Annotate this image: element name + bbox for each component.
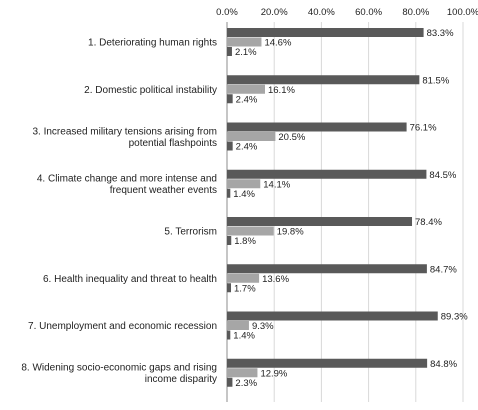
data-label: 76.1%: [410, 123, 437, 134]
category-label-line: income disparity: [145, 374, 217, 385]
bar: [227, 264, 427, 274]
x-tick-label: 0.0%: [216, 7, 238, 18]
category-label-line: 2. Domestic political instability: [84, 85, 217, 96]
data-label: 1.4%: [233, 189, 255, 200]
category-label-line: 4. Climate change and more intense and: [37, 174, 217, 185]
data-label: 2.1%: [235, 47, 257, 58]
data-label: 20.5%: [278, 132, 305, 143]
category-label: 5. Terrorism: [164, 227, 217, 238]
bar: [227, 132, 276, 141]
bar: [227, 283, 232, 293]
data-label: 12.9%: [260, 368, 287, 379]
category-label-line: 8. Widening socio-economic gaps and risi…: [21, 363, 217, 374]
bar: [227, 188, 231, 198]
bar: [227, 273, 260, 283]
bars: [227, 28, 438, 387]
data-label: 14.6%: [264, 38, 291, 49]
category-label-line: 6. Health inequality and threat to healt…: [43, 274, 217, 285]
data-label: 19.8%: [277, 227, 304, 238]
x-tick-label: 80.0%: [402, 7, 429, 18]
data-label: 9.3%: [252, 321, 274, 332]
data-label: 16.1%: [268, 85, 295, 96]
bar: [227, 122, 407, 132]
data-label: 84.5%: [429, 170, 456, 181]
data-labels: 83.3% 14.6% 2.1% 81.5% 16.1% 2.4% 76.1% 20.5% 2.…: [233, 28, 468, 389]
data-label: 81.5%: [422, 75, 449, 86]
data-label: 84.8%: [430, 359, 457, 370]
data-label: 13.6%: [262, 274, 289, 285]
data-label: 83.3%: [427, 28, 454, 39]
data-label: 1.4%: [233, 331, 255, 342]
category-label: 3. Increased military tensions arising f…: [32, 126, 217, 149]
bar: [227, 47, 232, 56]
data-label: 14.1%: [263, 179, 290, 190]
data-label: 2.4%: [236, 142, 258, 153]
bar: [227, 321, 249, 330]
bar: [227, 37, 262, 47]
data-label: 78.4%: [415, 217, 442, 228]
category-label: 4. Climate change and more intense and fr…: [37, 174, 217, 197]
bar: [227, 217, 413, 226]
category-label-line: 1. Deteriorating human rights: [88, 38, 217, 49]
category-label-line: 5. Terrorism: [164, 227, 217, 238]
category-label: 2. Domestic political instability: [84, 85, 217, 96]
category-label: 6. Health inequality and threat to healt…: [43, 274, 217, 285]
category-label-line: 7. Unemployment and economic recession: [28, 321, 217, 332]
x-tick-label: 20.0%: [261, 7, 288, 18]
bar: [227, 226, 274, 236]
x-tick-label: 100.0%: [447, 7, 478, 18]
bar: [227, 28, 424, 37]
x-tick-label: 60.0%: [355, 7, 382, 18]
bar: [227, 75, 420, 85]
bar: [227, 311, 438, 321]
bar: [227, 330, 231, 340]
bar: [227, 368, 258, 378]
bar: [227, 179, 261, 189]
bar: [227, 358, 428, 368]
category-label: 1. Deteriorating human rights: [88, 38, 217, 49]
data-label: 89.3%: [441, 312, 468, 323]
x-tick-label: 40.0%: [308, 7, 335, 18]
category-label-line: potential flashpoints: [129, 138, 217, 149]
data-label: 2.3%: [235, 378, 257, 389]
category-labels: 1. Deteriorating human rights 2. Domestic…: [21, 38, 217, 386]
category-label: 7. Unemployment and economic recession: [28, 321, 217, 332]
data-label: 2.4%: [236, 94, 258, 105]
data-label: 84.7%: [430, 264, 457, 275]
bar: [227, 169, 427, 179]
category-label-line: 3. Increased military tensions arising f…: [32, 126, 217, 137]
category-label-line: frequent weather events: [110, 185, 217, 196]
data-label: 1.8%: [234, 236, 256, 247]
bar: [227, 94, 233, 104]
bar: [227, 236, 232, 245]
category-label: 8. Widening socio-economic gaps and risi…: [21, 363, 217, 386]
bar: [227, 141, 233, 151]
bar: [227, 84, 265, 94]
data-label: 1.7%: [234, 283, 256, 294]
bar: [227, 377, 233, 387]
x-axis-ticks: 0.0% 20.0% 40.0% 60.0% 80.0% 100.0%: [216, 7, 478, 18]
